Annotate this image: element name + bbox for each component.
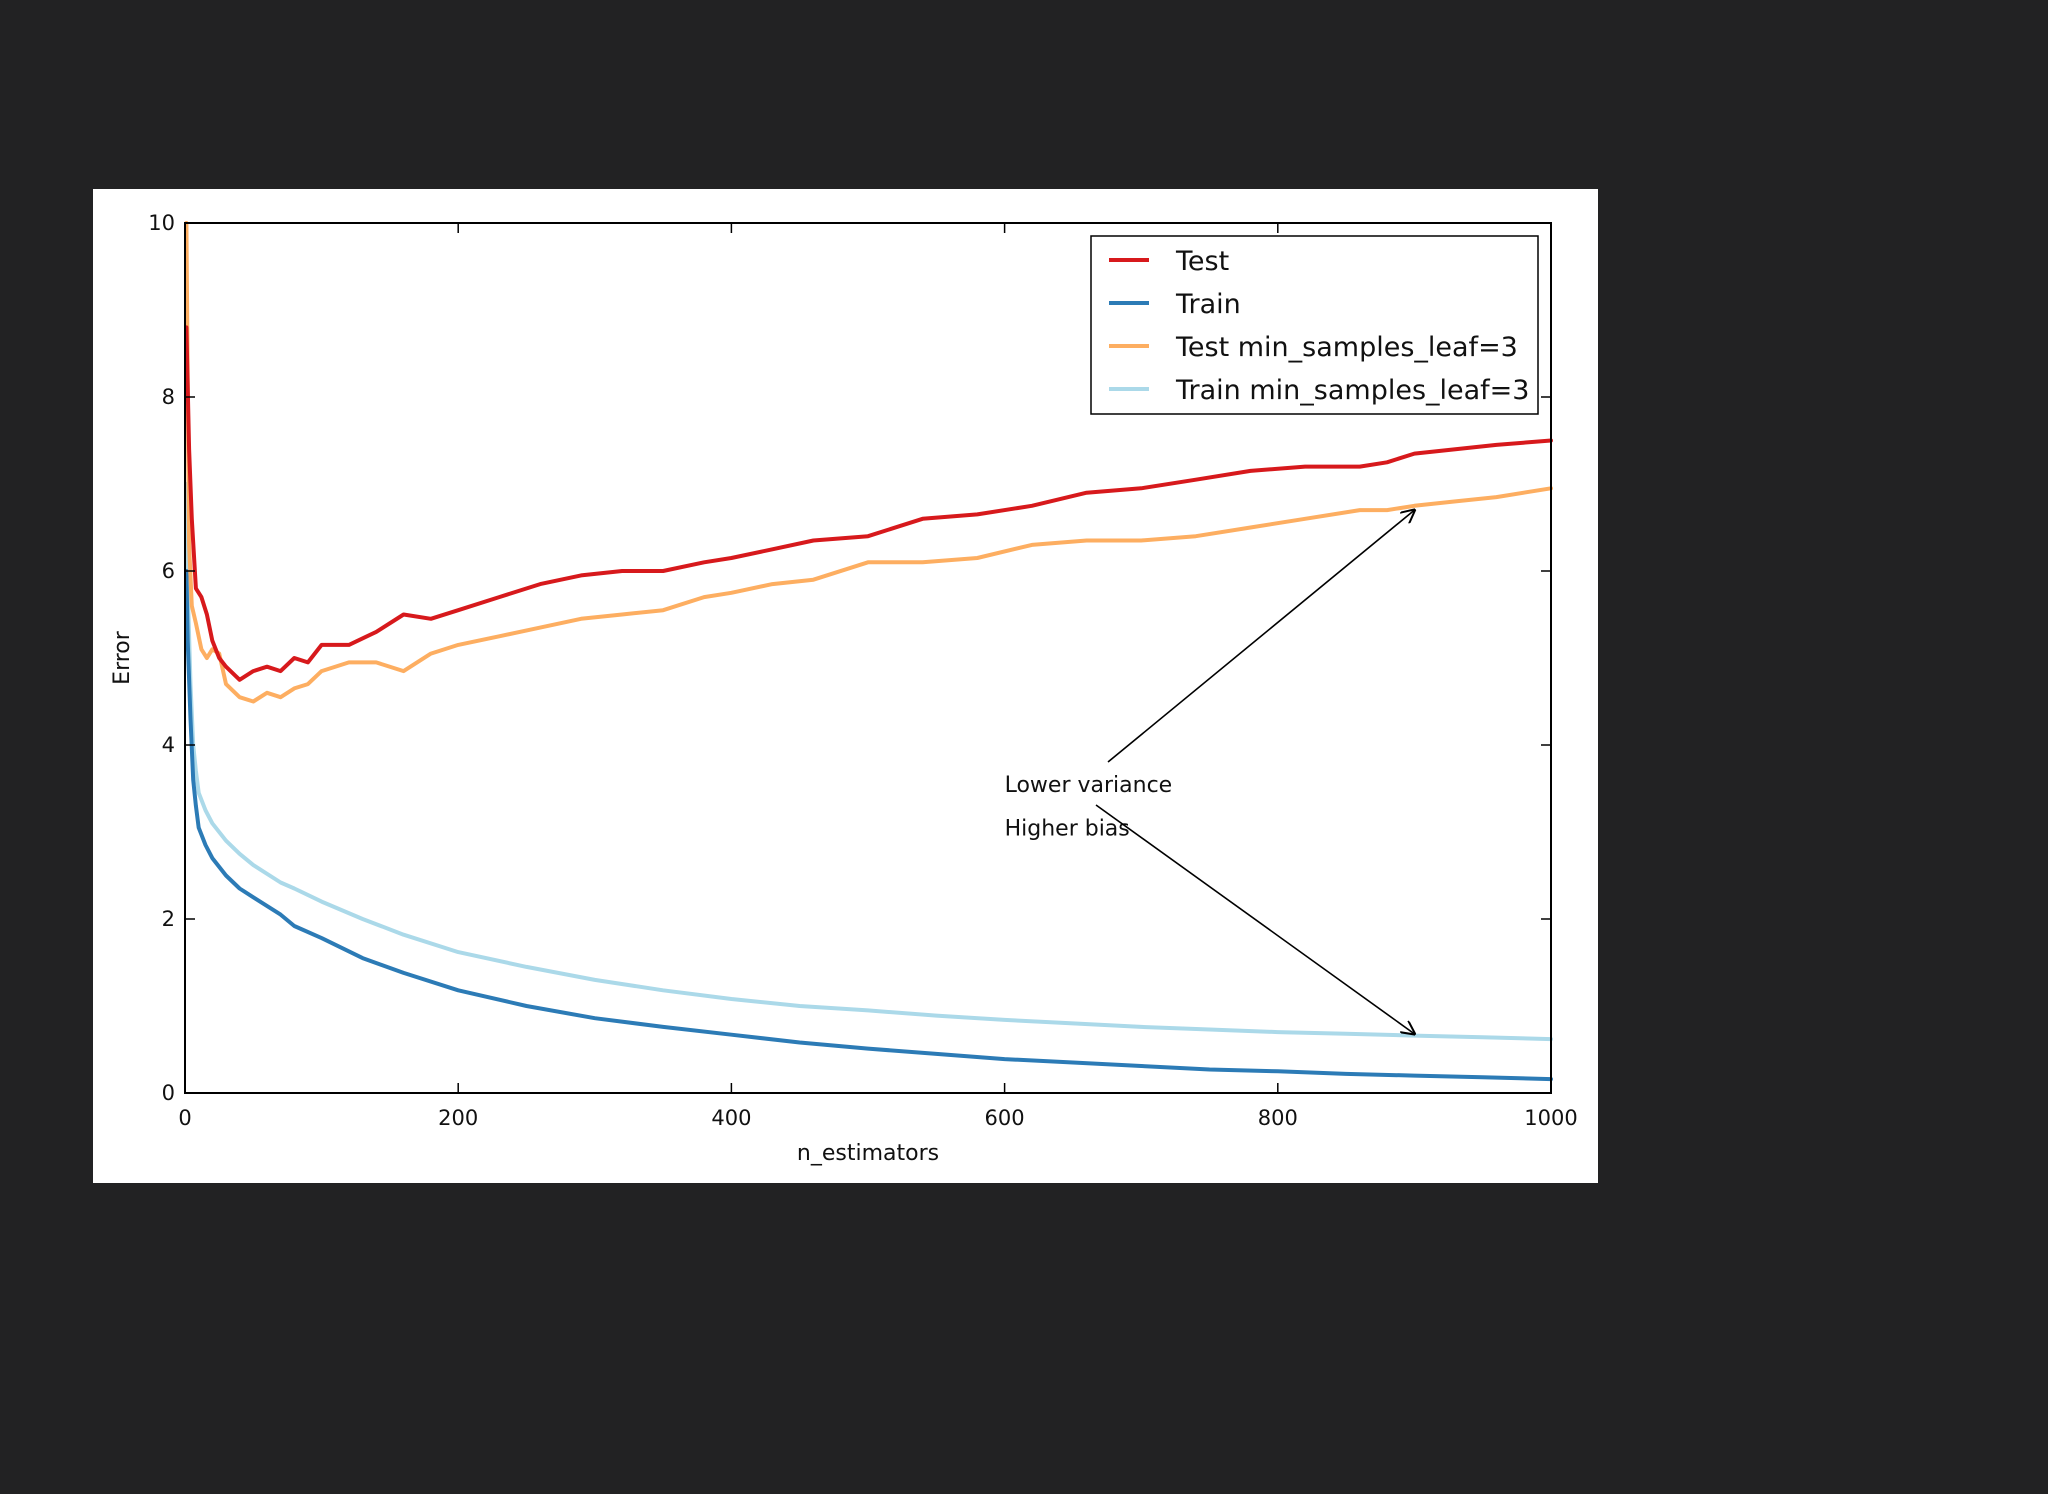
x-axis-label: n_estimators: [797, 1141, 939, 1166]
series-line-0: [184, 325, 1553, 682]
series-line-3: [184, 482, 1553, 1042]
y-tick-label-1: 2: [162, 907, 175, 931]
x-tick-label-4: 800: [1258, 1106, 1298, 1130]
line-chart: 0 200 400 600 800 1000 0 2 4 6 8 10 Lower variance H…: [110, 211, 1578, 1166]
y-tick-label-3: 6: [162, 559, 175, 583]
x-tick-label-2: 400: [711, 1106, 751, 1130]
x-tick-label-1: 200: [438, 1106, 478, 1130]
y-tick-label-0: 0: [162, 1081, 175, 1105]
x-tick-label-3: 600: [985, 1106, 1025, 1130]
legend-label-2: Test min_samples_leaf=3: [1175, 332, 1518, 363]
legend-box: [1090, 235, 1539, 415]
x-tick-label-0: 0: [178, 1106, 191, 1130]
legend: Test Train Test min_samples_leaf=3 Train mi…: [1090, 235, 1539, 415]
legend-label-3: Train min_samples_leaf=3: [1175, 375, 1529, 406]
plot-frame: [184, 222, 1552, 1094]
y-tick-label-5: 10: [148, 211, 175, 235]
legend-label-1: Train: [1175, 289, 1241, 320]
y-axis-label: Error: [110, 630, 135, 685]
tick-layer: 0 200 400 600 800 1000 0 2 4 6 8 10: [148, 211, 1577, 1130]
annotation-arrow-1: [1095, 804, 1414, 1034]
x-tick-label-5: 1000: [1524, 1106, 1577, 1130]
annotation-arrow-0: [1107, 510, 1414, 763]
chart-figure: 0 200 400 600 800 1000 0 2 4 6 8 10 Lower variance H…: [93, 189, 1598, 1183]
y-tick-label-2: 4: [162, 733, 175, 757]
y-tick-label-4: 8: [162, 385, 175, 409]
series-line-1: [184, 569, 1553, 1082]
series-layer: [184, 221, 1553, 1082]
annotation-text-1: Higher bias: [1005, 817, 1130, 842]
annotation-text-0: Lower variance: [1005, 773, 1173, 798]
legend-label-0: Test: [1175, 246, 1229, 277]
annotation-layer: Lower variance Higher bias: [1005, 510, 1415, 1034]
